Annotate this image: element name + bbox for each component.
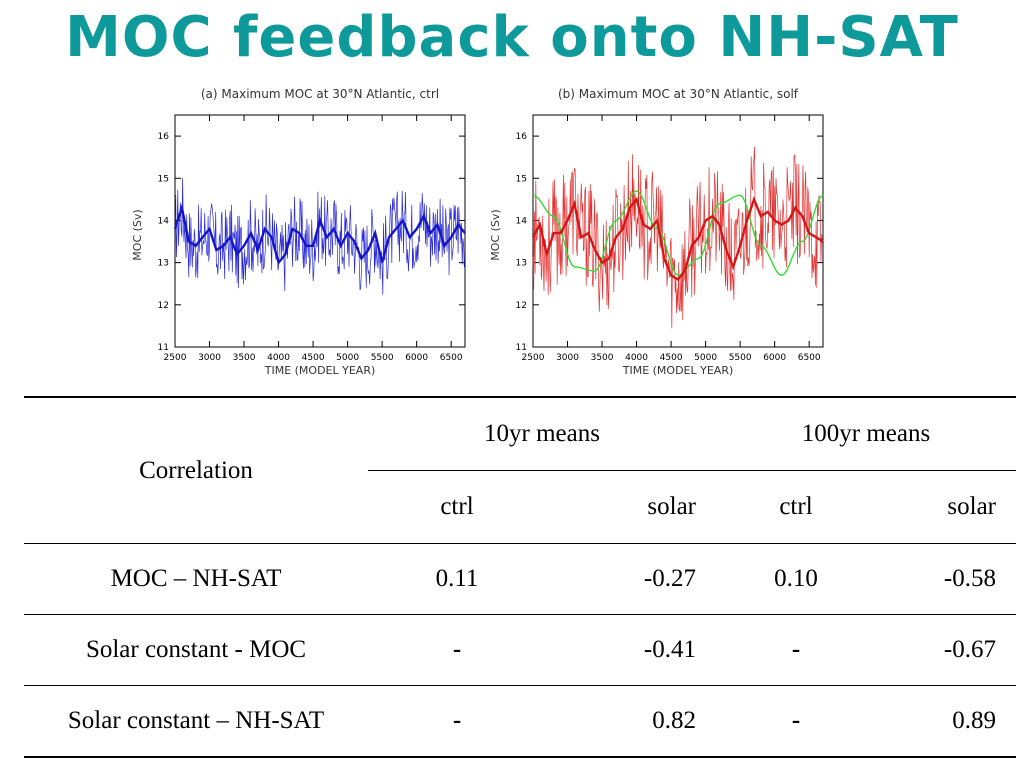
plot-frame <box>532 114 824 348</box>
x-tick-label: 5000 <box>336 353 359 363</box>
y-tick-label: 13 <box>516 259 527 269</box>
solar-forcing-line <box>532 190 824 277</box>
x-tick-label: 6500 <box>440 353 463 363</box>
plot-frame <box>174 114 466 348</box>
x-tick-label: 3000 <box>198 353 221 363</box>
x-tick-label: 5000 <box>694 353 717 363</box>
sub-header-10yr-ctrl: ctrl <box>368 470 546 544</box>
x-tick-label: 5500 <box>371 353 394 363</box>
y-tick-label: 15 <box>158 174 169 184</box>
cell-value: - <box>716 614 876 686</box>
cell-value: -0.58 <box>876 543 1016 615</box>
table-row: Solar constant - MOC - -0.41 - -0.67 <box>24 614 1016 686</box>
y-tick-label: 11 <box>516 343 527 353</box>
slide-title: MOC feedback onto NH-SAT <box>65 5 959 70</box>
cell-value: - <box>716 685 876 758</box>
x-tick-label: 4000 <box>267 353 290 363</box>
group-header-10yr: 10yr means <box>368 396 716 471</box>
cell-value: - <box>368 685 546 758</box>
row-label: Solar constant – NH-SAT <box>24 685 368 758</box>
moc-charts: (a) Maximum MOC at 30°N Atlantic, ctrl 11… <box>131 87 824 377</box>
x-axis-label: TIME (MODEL YEAR) <box>264 364 376 377</box>
cell-value: 0.10 <box>716 543 876 615</box>
annual-series-line <box>532 146 823 329</box>
x-tick-label: 4000 <box>625 353 648 363</box>
correlation-table-wrap: Correlation 10yr means 100yr means ctrl … <box>24 396 1016 758</box>
y-tick-label: 12 <box>516 301 527 311</box>
group-header-100yr: 100yr means <box>716 396 1016 471</box>
annual-series-line <box>174 178 465 295</box>
cell-value: -0.41 <box>546 614 716 686</box>
x-tick-label: 4500 <box>660 353 683 363</box>
table-row: MOC – NH-SAT 0.11 -0.27 0.10 -0.58 <box>24 543 1016 615</box>
chart-title: (b) Maximum MOC at 30°N Atlantic, solf <box>558 87 799 101</box>
y-tick-label: 14 <box>158 216 170 226</box>
sub-header-100yr-ctrl: ctrl <box>716 470 876 544</box>
cell-value: -0.27 <box>546 543 716 615</box>
y-tick-label: 13 <box>158 259 169 269</box>
cell-value: 0.82 <box>546 685 716 758</box>
x-tick-label: 3500 <box>591 353 614 363</box>
y-tick-label: 11 <box>158 343 169 353</box>
x-tick-label: 4500 <box>302 353 325 363</box>
cell-value: 0.89 <box>876 685 1016 758</box>
sub-header-10yr-solar: solar <box>546 470 716 544</box>
sub-header-100yr-solar: solar <box>876 470 1016 544</box>
x-tick-label: 6000 <box>763 353 786 363</box>
y-tick-label: 16 <box>516 132 528 142</box>
x-tick-label: 3500 <box>233 353 256 363</box>
y-tick-label: 14 <box>516 216 528 226</box>
y-tick-label: 15 <box>516 174 527 184</box>
y-tick-label: 16 <box>158 132 170 142</box>
correlation-table: Correlation 10yr means 100yr means ctrl … <box>24 396 1016 758</box>
table-row: Solar constant – NH-SAT - 0.82 - 0.89 <box>24 685 1016 758</box>
y-tick-label: 12 <box>158 301 169 311</box>
x-axis-label: TIME (MODEL YEAR) <box>622 364 734 377</box>
cell-value: 0.11 <box>368 543 546 615</box>
cell-value: - <box>368 614 546 686</box>
chart-title: (a) Maximum MOC at 30°N Atlantic, ctrl <box>201 87 439 101</box>
x-tick-label: 3000 <box>556 353 579 363</box>
x-tick-label: 2500 <box>164 353 187 363</box>
y-axis-label: MOC (Sv) <box>131 209 144 260</box>
row-label: MOC – NH-SAT <box>24 543 368 615</box>
smoothed-series-line <box>173 203 466 266</box>
corner-label: Correlation <box>24 396 368 544</box>
y-axis-label: MOC (Sv) <box>489 209 502 260</box>
x-tick-label: 6500 <box>798 353 821 363</box>
x-tick-label: 6000 <box>405 353 428 363</box>
smoothed-series-line <box>531 195 824 282</box>
cell-value: -0.67 <box>876 614 1016 686</box>
x-tick-label: 2500 <box>522 353 545 363</box>
row-label: Solar constant - MOC <box>24 614 368 686</box>
x-tick-label: 5500 <box>729 353 752 363</box>
